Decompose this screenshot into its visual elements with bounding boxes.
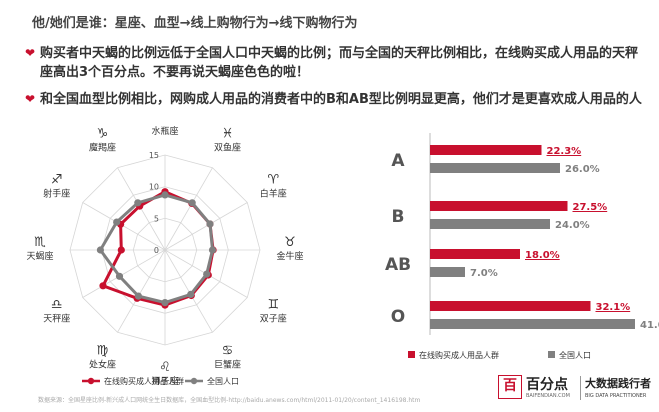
radar-spoke: [164, 202, 248, 251]
radar-axis-label: 白羊座: [260, 188, 287, 200]
bar-value-label: 32.1%: [596, 302, 631, 313]
bar-value-label: 26.0%: [565, 164, 600, 175]
bar-legend-label: 在线购买成人用品人群: [419, 350, 499, 360]
brand-slogan: 大数据践行者: [585, 377, 651, 390]
zodiac-icon: ♑: [97, 127, 109, 142]
radar-spoke: [164, 249, 213, 333]
radar-tick-label: 15: [149, 151, 159, 160]
zodiac-icon: ♊: [267, 298, 279, 313]
bar-value-label: 24.0%: [555, 220, 590, 231]
radar-point: [134, 292, 142, 300]
radar-legend-label: 全国人口: [207, 376, 239, 386]
radar-point: [113, 218, 121, 226]
brand-name: 百分点: [526, 377, 568, 393]
zodiac-icon: ♌: [159, 360, 171, 375]
zodiac-icon: ♉: [284, 235, 296, 250]
radar-point: [117, 246, 125, 254]
bar-legend-label: 全国人口: [559, 350, 591, 360]
radar-axis-label: 双鱼座: [214, 142, 241, 154]
blood-type-label: B: [392, 207, 405, 227]
page-title: 他/她们是谁：星座、血型→线上购物行为→线下购物行为: [32, 16, 358, 31]
radar-spoke: [164, 167, 213, 251]
radar-axis-label: 双子座: [260, 313, 287, 325]
bar-1: [430, 163, 560, 173]
bar-value-label: 22.3%: [547, 146, 582, 157]
insight-zodiac: ❤ 购买者中天蝎的比例远低于全国人口中天蝎的比例；而与全国的天秤比例相比，在线购…: [25, 44, 646, 82]
heart-icon: ❤: [25, 92, 36, 106]
bar-value-label: 7.0%: [470, 268, 498, 279]
radar-axis-label: 巨蟹座: [214, 358, 241, 370]
zodiac-icon: ♎: [51, 298, 63, 313]
radar-point: [188, 199, 196, 207]
legend-marker: [190, 377, 198, 385]
radar-tick-label: 10: [149, 183, 159, 192]
radar-legend-label: 在线购买成人用品人群: [104, 376, 184, 386]
legend-marker: [87, 377, 95, 385]
radar-point: [134, 199, 142, 207]
brand-url: BAIFENDIAN.COM: [526, 393, 570, 399]
brand-slogan-en: BIG DATA PRACTITIONER: [585, 393, 647, 399]
radar-point: [96, 246, 104, 254]
blood-type-label: A: [391, 151, 405, 171]
bar-0: [430, 145, 542, 155]
radar-axis-label: 水瓶座: [151, 125, 178, 137]
radar-point: [161, 191, 169, 199]
zodiac-icon: ♏: [34, 235, 46, 250]
radar-point: [99, 282, 107, 290]
blood-type-bar-chart: A 22.3% 26.0% B 27.5% 24.0% AB 18.0% 7.0% O 32.1% 4…: [385, 133, 659, 360]
bar-value-label: 27.5%: [573, 202, 608, 213]
bar-value-label: 41.0%: [640, 320, 659, 331]
legend-swatch: [408, 351, 415, 358]
radar-axis-label: 魔羯座: [89, 142, 116, 154]
radar-spoke: [82, 202, 166, 251]
radar-tick-label: 5: [154, 214, 159, 223]
blood-type-label: AB: [385, 255, 411, 275]
radar-spoke: [117, 249, 166, 333]
zodiac-icon: ♍: [97, 343, 109, 358]
radar-point: [115, 272, 124, 280]
zodiac-radar-chart: 051015♒水瓶座♓双鱼座♈白羊座♉金牛座♊双子座♋巨蟹座♌狮子座♍处女座♎天…: [26, 125, 303, 387]
radar-point: [161, 299, 169, 307]
insight-blood: ❤ 和全国血型比例相比，网购成人用品的消费者中的B和AB型比例明显更高，他们才是…: [25, 90, 646, 109]
heart-icon: ❤: [25, 46, 36, 60]
insight-blood-text: 和全国血型比例相比，网购成人用品的消费者中的B和AB型比例明显更高，他们才是更喜…: [40, 92, 642, 107]
blood-type-label: O: [391, 307, 405, 327]
zodiac-icon: ♐: [51, 173, 63, 188]
radar-point: [203, 270, 211, 278]
zodiac-icon: ♓: [222, 127, 234, 142]
radar-point: [206, 220, 214, 228]
bar-value-label: 18.0%: [525, 250, 560, 261]
radar-axis-label: 处女座: [89, 358, 116, 370]
bar-1: [430, 319, 635, 329]
zodiac-icon: ♈: [267, 173, 279, 188]
bar-1: [430, 267, 465, 277]
radar-axis-label: 天蝎座: [26, 250, 53, 262]
bar-0: [430, 201, 568, 211]
radar-axis-label: 天秤座: [43, 313, 70, 325]
radar-axis-label: 金牛座: [276, 250, 303, 262]
radar-tick-label: 0: [154, 246, 159, 255]
zodiac-icon: ♋: [222, 343, 234, 358]
brand-divider: [580, 376, 581, 400]
bar-1: [430, 219, 550, 229]
radar-point: [187, 290, 195, 298]
radar-point: [208, 246, 217, 254]
data-source-note: 数据来源：全国星座比例-新兴成人口网统全生日数据库，全国血型比例-http://…: [38, 397, 421, 404]
insight-zodiac-text: 购买者中天蝎的比例远低于全国人口中天蝎的比例；而与全国的天秤比例相比，在线购买成…: [40, 46, 639, 80]
bar-0: [430, 301, 591, 311]
radar-spoke: [82, 249, 166, 298]
bar-0: [430, 249, 520, 259]
radar-axis-label: 狮子座: [151, 375, 178, 387]
legend-swatch: [548, 351, 555, 358]
brand-logo-icon: 百: [498, 375, 522, 399]
radar-axis-label: 射手座: [43, 188, 70, 200]
